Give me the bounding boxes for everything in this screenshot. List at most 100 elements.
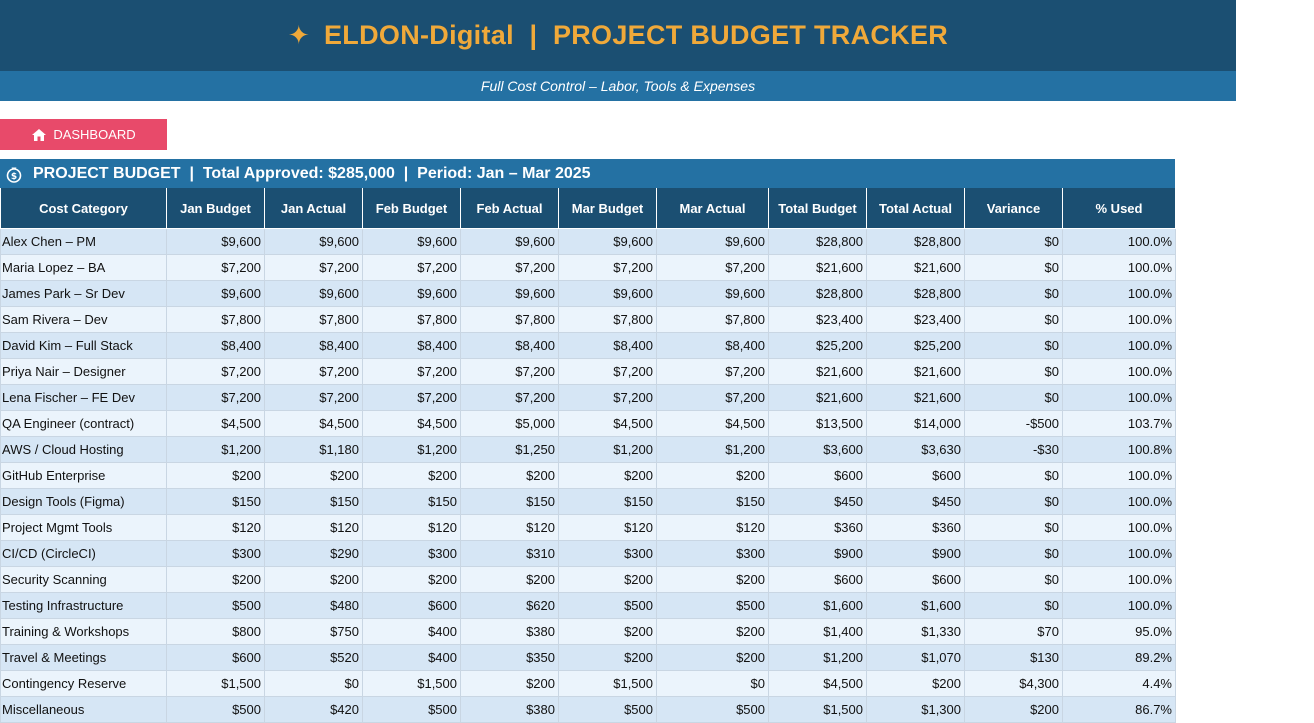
table-cell[interactable]: $0 [964, 228, 1063, 255]
table-cell[interactable]: $7,200 [362, 254, 461, 281]
table-cell[interactable]: 86.7% [1062, 696, 1176, 723]
table-cell[interactable]: $1,500 [558, 670, 657, 697]
cost-category-cell[interactable]: Alex Chen – PM [0, 228, 167, 255]
table-cell[interactable]: $7,800 [460, 306, 559, 333]
table-cell[interactable]: $28,800 [768, 228, 867, 255]
table-cell[interactable]: 100.0% [1062, 592, 1176, 619]
cost-category-cell[interactable]: Security Scanning [0, 566, 167, 593]
table-cell[interactable]: $7,200 [558, 358, 657, 385]
table-cell[interactable]: $9,600 [656, 280, 769, 307]
table-cell[interactable]: $380 [460, 618, 559, 645]
table-cell[interactable]: $7,200 [656, 358, 769, 385]
table-cell[interactable]: $520 [264, 644, 363, 671]
table-cell[interactable]: $25,200 [866, 332, 965, 359]
table-cell[interactable]: 100.0% [1062, 332, 1176, 359]
table-cell[interactable]: $1,330 [866, 618, 965, 645]
table-cell[interactable]: $7,800 [166, 306, 265, 333]
cost-category-cell[interactable]: Travel & Meetings [0, 644, 167, 671]
table-cell[interactable]: $3,630 [866, 436, 965, 463]
table-cell[interactable]: $8,400 [166, 332, 265, 359]
table-cell[interactable]: 100.0% [1062, 566, 1176, 593]
table-cell[interactable]: $120 [362, 514, 461, 541]
table-cell[interactable]: $150 [460, 488, 559, 515]
table-cell[interactable]: $0 [964, 514, 1063, 541]
table-cell[interactable]: $14,000 [866, 410, 965, 437]
table-cell[interactable]: $5,000 [460, 410, 559, 437]
table-cell[interactable]: $21,600 [866, 384, 965, 411]
table-cell[interactable]: $7,200 [460, 254, 559, 281]
column-header[interactable]: Feb Budget [362, 188, 461, 229]
table-cell[interactable]: 100.0% [1062, 358, 1176, 385]
table-cell[interactable]: $21,600 [768, 384, 867, 411]
column-header[interactable]: Mar Budget [558, 188, 657, 229]
cost-category-cell[interactable]: Contingency Reserve [0, 670, 167, 697]
table-cell[interactable]: $500 [362, 696, 461, 723]
cost-category-cell[interactable]: Priya Nair – Designer [0, 358, 167, 385]
table-cell[interactable]: $23,400 [866, 306, 965, 333]
table-cell[interactable]: $7,200 [558, 254, 657, 281]
column-header[interactable]: Variance [964, 188, 1063, 229]
table-cell[interactable]: $8,400 [264, 332, 363, 359]
table-cell[interactable]: $300 [166, 540, 265, 567]
table-cell[interactable]: $800 [166, 618, 265, 645]
table-cell[interactable]: $7,200 [166, 254, 265, 281]
table-cell[interactable]: $0 [964, 462, 1063, 489]
table-cell[interactable]: $21,600 [768, 358, 867, 385]
cost-category-cell[interactable]: AWS / Cloud Hosting [0, 436, 167, 463]
table-cell[interactable]: $7,200 [264, 384, 363, 411]
table-cell[interactable]: $7,800 [656, 306, 769, 333]
table-cell[interactable]: $9,600 [264, 228, 363, 255]
table-cell[interactable]: $7,200 [166, 358, 265, 385]
table-cell[interactable]: $300 [656, 540, 769, 567]
table-cell[interactable]: $150 [264, 488, 363, 515]
table-cell[interactable]: $9,600 [558, 228, 657, 255]
table-cell[interactable]: $200 [264, 462, 363, 489]
table-cell[interactable]: 100.8% [1062, 436, 1176, 463]
table-cell[interactable]: $1,500 [362, 670, 461, 697]
table-cell[interactable]: $4,500 [362, 410, 461, 437]
table-cell[interactable]: $0 [964, 254, 1063, 281]
column-header[interactable]: Feb Actual [460, 188, 559, 229]
table-cell[interactable]: $350 [460, 644, 559, 671]
table-cell[interactable]: $200 [558, 462, 657, 489]
column-header[interactable]: Cost Category [0, 188, 167, 229]
table-cell[interactable]: $380 [460, 696, 559, 723]
table-cell[interactable]: $7,200 [656, 254, 769, 281]
table-cell[interactable]: $7,200 [558, 384, 657, 411]
table-cell[interactable]: $500 [558, 696, 657, 723]
table-cell[interactable]: $7,200 [656, 384, 769, 411]
table-cell[interactable]: $1,400 [768, 618, 867, 645]
table-cell[interactable]: $200 [558, 644, 657, 671]
table-cell[interactable]: $200 [264, 566, 363, 593]
table-cell[interactable]: 100.0% [1062, 306, 1176, 333]
column-header[interactable]: Mar Actual [656, 188, 769, 229]
table-cell[interactable]: $0 [964, 384, 1063, 411]
table-cell[interactable]: $310 [460, 540, 559, 567]
table-cell[interactable]: $28,800 [866, 280, 965, 307]
table-cell[interactable]: $500 [166, 592, 265, 619]
cost-category-cell[interactable]: CI/CD (CircleCI) [0, 540, 167, 567]
table-cell[interactable]: $600 [768, 462, 867, 489]
table-cell[interactable]: $70 [964, 618, 1063, 645]
table-cell[interactable]: -$30 [964, 436, 1063, 463]
table-cell[interactable]: $290 [264, 540, 363, 567]
table-cell[interactable]: $8,400 [656, 332, 769, 359]
table-cell[interactable]: $0 [964, 332, 1063, 359]
table-cell[interactable]: $150 [362, 488, 461, 515]
table-cell[interactable]: $7,200 [460, 358, 559, 385]
table-cell[interactable]: $1,200 [166, 436, 265, 463]
table-cell[interactable]: $4,300 [964, 670, 1063, 697]
table-cell[interactable]: 4.4% [1062, 670, 1176, 697]
table-cell[interactable]: $7,200 [362, 384, 461, 411]
table-cell[interactable]: $0 [964, 592, 1063, 619]
table-cell[interactable]: $0 [964, 540, 1063, 567]
table-cell[interactable]: $500 [656, 696, 769, 723]
table-cell[interactable]: $200 [362, 462, 461, 489]
table-cell[interactable]: $4,500 [768, 670, 867, 697]
table-cell[interactable]: $150 [166, 488, 265, 515]
table-cell[interactable]: $7,200 [264, 358, 363, 385]
cost-category-cell[interactable]: James Park – Sr Dev [0, 280, 167, 307]
table-cell[interactable]: $200 [558, 618, 657, 645]
table-cell[interactable]: $7,200 [264, 254, 363, 281]
table-cell[interactable]: $120 [264, 514, 363, 541]
